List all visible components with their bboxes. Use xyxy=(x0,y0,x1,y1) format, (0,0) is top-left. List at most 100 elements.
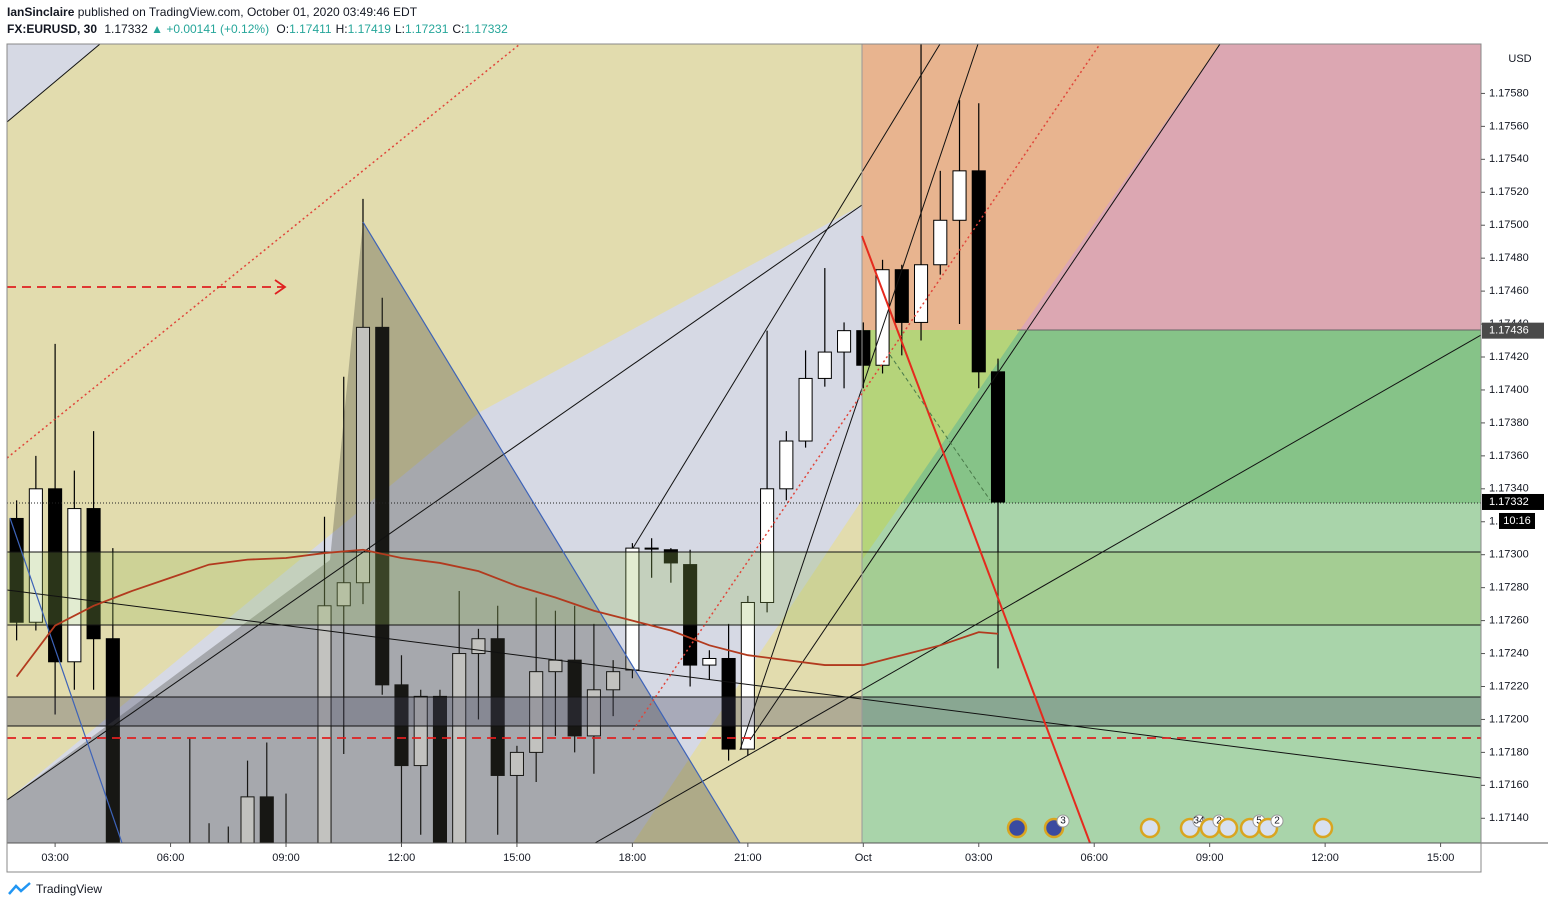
ohlc-value: 1.17411 xyxy=(289,22,332,36)
logo xyxy=(8,882,31,895)
y-tick-label: 1.17380 xyxy=(1489,417,1529,429)
ohlc-label: L: xyxy=(394,22,405,36)
candle-body xyxy=(586,689,601,737)
projection-line xyxy=(861,235,1091,843)
price-label: 1.17332 xyxy=(1489,496,1529,508)
candle-body xyxy=(606,671,621,691)
y-tick-label: 1.17520 xyxy=(1489,186,1529,198)
x-tick-label: 06:00 xyxy=(1080,852,1108,864)
channel-zone xyxy=(862,44,1220,330)
candle-body xyxy=(67,508,82,663)
trend-line xyxy=(739,44,979,751)
candle-body xyxy=(644,547,659,550)
x-tick-label: 15:00 xyxy=(1427,852,1455,864)
pattern-edge xyxy=(9,517,123,843)
y-tick-label: 1.17260 xyxy=(1489,615,1529,627)
candle-body xyxy=(990,371,1006,503)
candle-body xyxy=(105,638,120,843)
price-label-box xyxy=(1482,322,1544,339)
ohlc-value: 1.17419 xyxy=(347,22,391,36)
candle-body xyxy=(760,488,775,603)
candles xyxy=(9,44,1006,843)
brand: TradingView xyxy=(36,882,103,896)
y-tick-label: 1.17300 xyxy=(1489,549,1529,561)
y-tick-label: 1.17240 xyxy=(1489,647,1529,659)
candle-body xyxy=(86,508,101,640)
x-tick-label: 12:00 xyxy=(388,852,416,864)
candle-body xyxy=(740,601,755,750)
ohlc-value: 1.17231 xyxy=(405,22,449,36)
candle-body xyxy=(663,549,678,564)
ma-line xyxy=(15,548,999,678)
change: ▲ +0.00141 (+0.12%) xyxy=(151,22,270,36)
trend-line xyxy=(749,44,1221,741)
fib-fan-zone xyxy=(7,44,862,800)
y-tick-label: 1.17500 xyxy=(1489,219,1529,231)
ohlc-label: O: xyxy=(276,22,290,36)
event-icon xyxy=(1312,817,1334,839)
symbol-line: FX:EURUSD, 30 1.17332 ▲ +0.00141 (+0.12%… xyxy=(7,22,508,36)
y-axis-label: USD xyxy=(1508,53,1531,65)
event-count: 2 xyxy=(1274,816,1280,827)
y-tick-label: 1.17340 xyxy=(1489,483,1529,495)
candle-body xyxy=(817,351,832,379)
x-tick-label: Oct xyxy=(855,852,872,864)
x-tick-label: 15:00 xyxy=(503,852,531,864)
x-tick-label: 09:00 xyxy=(1196,852,1224,864)
candle-body xyxy=(894,269,909,323)
candle-body xyxy=(971,170,986,373)
target-zone-light xyxy=(862,503,1481,843)
candle-body xyxy=(837,330,852,353)
time-axis xyxy=(7,843,1481,872)
candle-body xyxy=(413,695,428,767)
trend-line xyxy=(7,589,1481,779)
y-tick-label: 1.17580 xyxy=(1489,87,1529,99)
trend-line xyxy=(7,44,101,123)
dotted-trend xyxy=(632,44,1101,731)
trend-line xyxy=(632,44,941,549)
y-tick-label: 1.17280 xyxy=(1489,582,1529,594)
axes: USD 1.17140 1.17160 1.17180 1.17200 1.17220 1… xyxy=(6,43,1548,873)
candle-body xyxy=(452,653,467,843)
moving-average xyxy=(15,548,999,678)
trend-lines xyxy=(7,44,1481,843)
event-count: 5 xyxy=(1256,816,1262,827)
pattern-edge xyxy=(362,221,741,843)
candle-body xyxy=(779,440,794,490)
y-tick-label: 1.17460 xyxy=(1489,285,1529,297)
event-icon xyxy=(1006,817,1028,839)
candle-body xyxy=(798,377,813,442)
candle-body xyxy=(336,582,351,607)
candle-body xyxy=(567,659,582,737)
y-tick-label: 1.17200 xyxy=(1489,713,1529,725)
ohlc-label: C: xyxy=(452,22,465,36)
ohlc-value: 1.17332 xyxy=(464,22,508,36)
x-tick-label: 03:00 xyxy=(41,852,69,864)
y-tick-label: 1.17420 xyxy=(1489,351,1529,363)
event-badge xyxy=(1270,814,1284,828)
candle-body xyxy=(490,638,505,776)
last-price: 1.17332 xyxy=(104,22,148,36)
price-label: 1.17436 xyxy=(1489,325,1529,337)
countdown-box xyxy=(1499,512,1535,529)
event-count: 3 xyxy=(1060,816,1066,827)
y-tick-label: 1.17180 xyxy=(1489,746,1529,758)
range-band xyxy=(7,697,1481,726)
symbol: FX:EURUSD, 30 xyxy=(7,22,98,36)
y-tick-label: 1.17400 xyxy=(1489,384,1529,396)
y-tick-label: 1.17140 xyxy=(1489,812,1529,824)
event-badge xyxy=(1056,814,1070,828)
publish-line: IanSinclaire published on TradingView.co… xyxy=(7,5,417,19)
x-tick-label: 09:00 xyxy=(272,852,300,864)
footer: TradingView xyxy=(8,882,102,896)
event-count: 2 xyxy=(1216,816,1222,827)
candle-body xyxy=(432,695,448,843)
y-tick-label: 1.17560 xyxy=(1489,120,1529,132)
ohlc-label: H: xyxy=(335,22,348,36)
candle-body xyxy=(355,326,371,584)
y-tick-label: 1.17480 xyxy=(1489,252,1529,264)
event-count: 34 xyxy=(1193,816,1205,827)
arrow-head xyxy=(274,279,287,295)
